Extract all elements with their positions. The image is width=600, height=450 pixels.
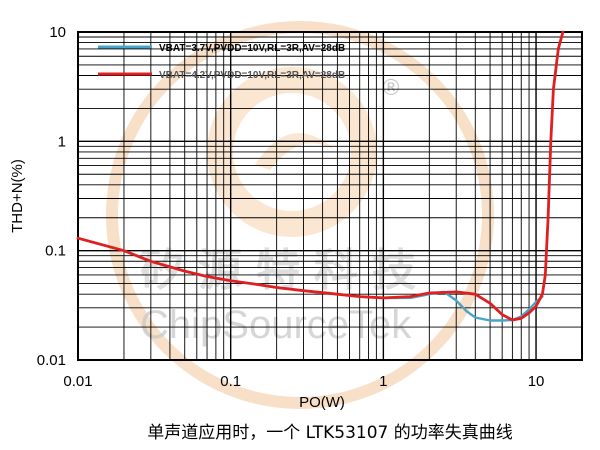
x-axis-ticks: 0.01 0.1 1 10 bbox=[63, 373, 544, 390]
y-tick-label: 10 bbox=[49, 24, 66, 41]
legend-label-2: VBAT=4.2V,PVDD=10V,RL=3R,AV=28dB bbox=[159, 70, 345, 81]
watermark-en-text: ChipSourceTek bbox=[140, 303, 412, 347]
watermark-swoosh-icon bbox=[255, 133, 335, 170]
x-tick-label: 10 bbox=[528, 373, 545, 390]
y-axis-label: THD+N(%) bbox=[9, 159, 26, 233]
x-tick-label: 1 bbox=[379, 373, 387, 390]
chart-legend: VBAT=3.7V,PVDD=10V,RL=3R,AV=28dB VBAT=4.2… bbox=[98, 43, 345, 81]
watermark-outer-ring bbox=[106, 21, 494, 409]
legend-label-1: VBAT=3.7V,PVDD=10V,RL=3R,AV=28dB bbox=[159, 43, 345, 54]
series-line-2 bbox=[76, 30, 565, 322]
chipsourcetek-watermark: 矽源特科技 ChipSourceTek ® bbox=[106, 21, 494, 409]
x-axis-label: PO(W) bbox=[299, 394, 345, 411]
y-tick-label: 1 bbox=[58, 133, 66, 150]
y-axis-ticks: 0.01 0.1 1 10 bbox=[37, 24, 66, 369]
y-tick-label: 0.1 bbox=[45, 243, 66, 260]
x-tick-label: 0.1 bbox=[220, 373, 241, 390]
plot-frame bbox=[77, 31, 583, 361]
x-tick-label: 0.01 bbox=[63, 373, 92, 390]
chart-caption: 单声道应用时，一个 LTK53107 的功率失真曲线 bbox=[147, 423, 513, 443]
watermark-registered-mark: ® bbox=[380, 76, 402, 101]
series-layer bbox=[76, 30, 565, 322]
y-tick-label: 0.01 bbox=[37, 352, 66, 369]
